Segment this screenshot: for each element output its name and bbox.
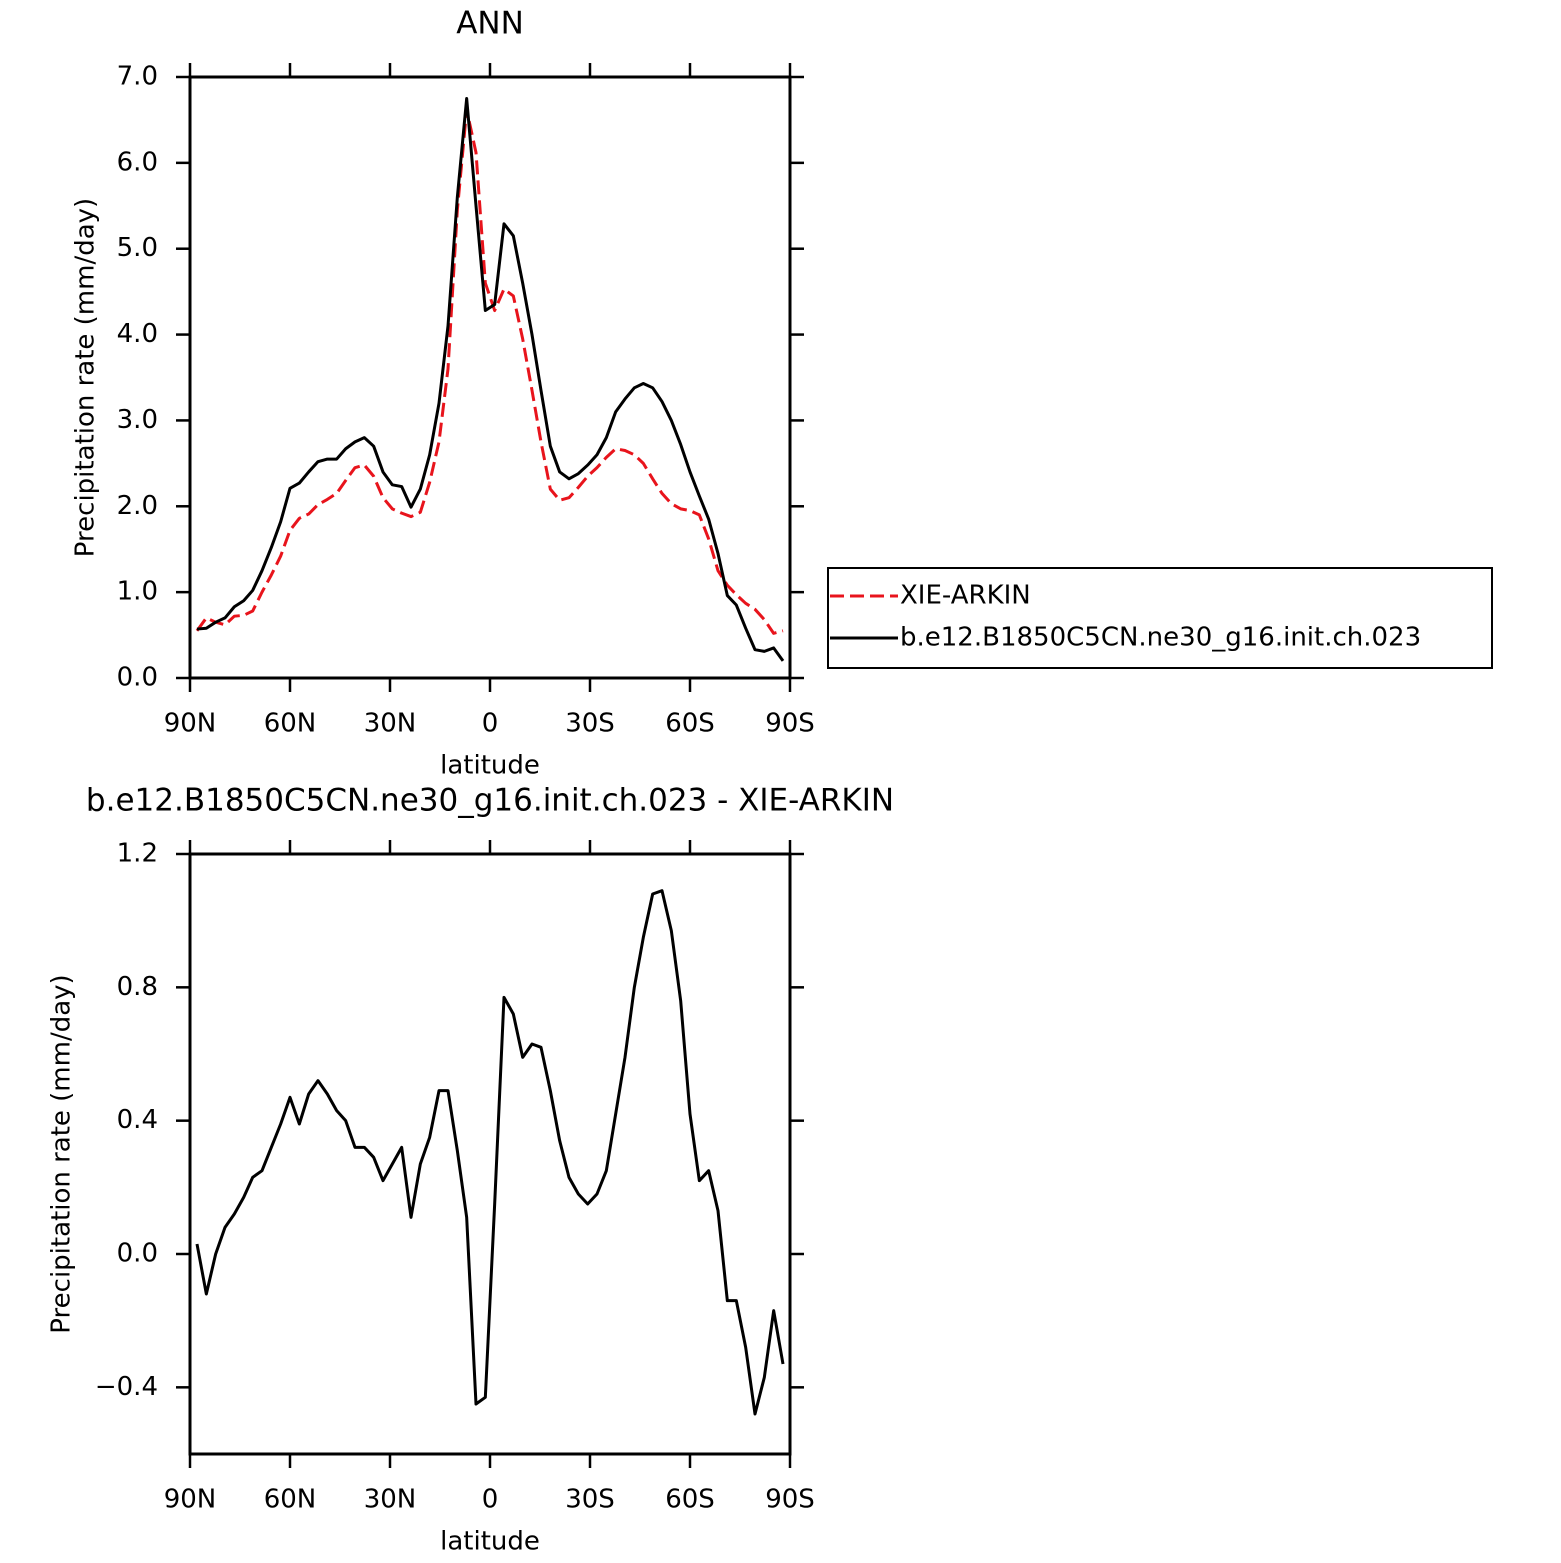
plot-frame — [188, 852, 792, 1456]
x-tick-label: 30S — [565, 709, 615, 739]
x-tick-label: 90N — [164, 709, 217, 739]
y-tick-label: 2.0 — [117, 491, 158, 521]
x-tick-label: 30S — [565, 1485, 615, 1515]
y-tick-label: 4.0 — [117, 319, 158, 349]
x-tick-label: 30N — [364, 709, 417, 739]
y-tick-label: 0.0 — [117, 1239, 158, 1269]
y-tick-label: 6.0 — [117, 147, 158, 177]
x-tick-label: 60N — [264, 1485, 317, 1515]
x-tick-label: 60S — [665, 709, 715, 739]
legend-label: XIE-ARKIN — [900, 581, 1031, 611]
data-line — [196, 96, 785, 662]
x-tick-label: 90N — [164, 1485, 217, 1515]
x-tick-label: 90S — [765, 709, 815, 739]
x-tick-label: 0 — [482, 1485, 499, 1515]
x-tick-label: 60N — [264, 709, 317, 739]
chart-title: b.e12.B1850C5CN.ne30_g16.init.ch.023 - X… — [86, 783, 894, 819]
legend-label: b.e12.B1850C5CN.ne30_g16.init.ch.023 — [900, 623, 1421, 653]
y-tick-label: 0.4 — [117, 1105, 158, 1135]
data-line — [195, 889, 785, 1416]
y-tick-label: 5.0 — [117, 233, 158, 263]
x-tick-label: 0 — [482, 709, 499, 739]
y-tick-label: 7.0 — [117, 62, 158, 92]
y-tick-label: 3.0 — [117, 405, 158, 435]
y-tick-label: 0.8 — [117, 972, 158, 1002]
plot-frame — [188, 75, 792, 680]
x-axis-label: latitude — [440, 1527, 540, 1557]
x-axis-label: latitude — [440, 751, 540, 781]
x-tick-label: 60S — [665, 1485, 715, 1515]
y-axis-label: Precipitation rate (mm/day) — [47, 974, 77, 1333]
y-tick-label: 0.0 — [117, 663, 158, 693]
y-tick-label: −0.4 — [95, 1372, 158, 1402]
x-tick-label: 90S — [765, 1485, 815, 1515]
legend-box — [827, 567, 1493, 669]
data-line — [195, 108, 784, 635]
y-tick-label: 1.2 — [117, 839, 158, 869]
x-tick-label: 30N — [364, 1485, 417, 1515]
chart-title: ANN — [456, 6, 524, 42]
y-axis-label: Precipitation rate (mm/day) — [71, 198, 101, 557]
y-tick-label: 1.0 — [117, 577, 158, 607]
